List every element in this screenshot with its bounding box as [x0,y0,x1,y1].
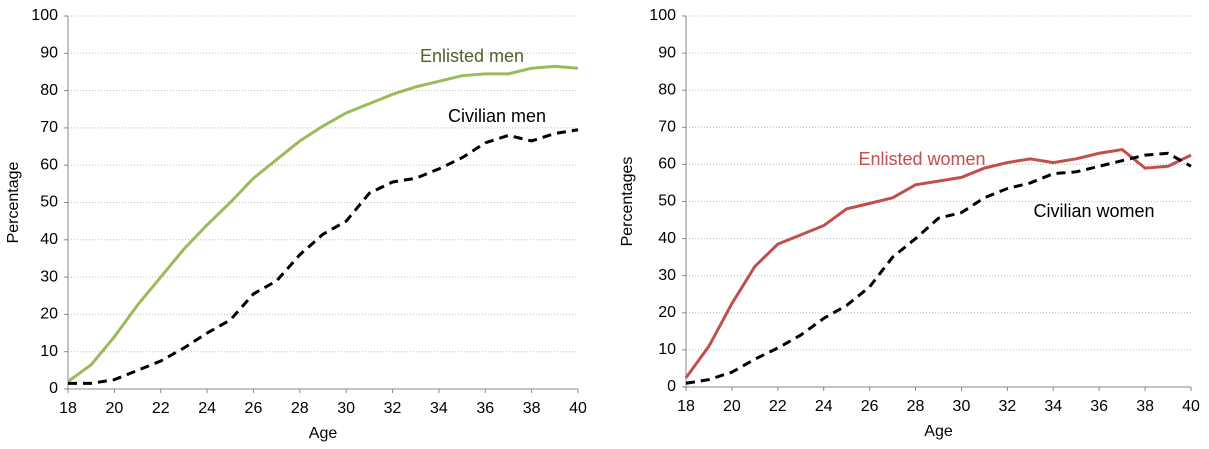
x-tick-label: 40 [1182,398,1200,415]
y-tick-label: 10 [40,343,58,360]
y-axis-label: Percentages [619,157,636,247]
y-tick-label: 80 [658,81,676,98]
x-tick-label: 30 [337,400,355,417]
y-tick-label: 10 [658,341,676,358]
y-tick-label: 30 [40,268,58,285]
x-tick-label: 34 [1044,398,1062,415]
x-tick-label: 18 [59,400,77,417]
series-label: Civilian men [448,106,546,126]
x-tick-label: 30 [953,398,971,415]
y-tick-label: 30 [658,267,676,284]
x-axis-label: Age [309,425,338,442]
x-tick-label: 36 [1090,398,1108,415]
y-tick-label: 20 [40,306,58,323]
x-tick-label: 22 [152,400,170,417]
y-tick-label: 90 [40,45,58,62]
y-tick-label: 80 [40,82,58,99]
y-tick-label: 20 [658,304,676,321]
x-tick-label: 20 [105,400,123,417]
x-tick-label: 26 [861,398,879,415]
series-label: Civilian women [1033,201,1154,221]
y-tick-label: 70 [658,119,676,136]
y-tick-label: 90 [658,44,676,61]
series-line [685,151,1192,385]
y-tick-label: 40 [658,230,676,247]
x-tick-label: 36 [476,400,494,417]
series-line [67,64,579,383]
y-tick-label: 0 [49,380,58,397]
x-tick-label: 18 [677,398,695,415]
x-tick-label: 32 [998,398,1016,415]
series-label: Enlisted women [858,149,985,169]
x-tick-label: 38 [1136,398,1154,415]
x-axis-label: Age [924,423,953,440]
x-tick-label: 24 [815,398,833,415]
y-tick-label: 50 [40,194,58,211]
series-label: Enlisted men [420,46,524,66]
y-tick-label: 0 [667,378,676,395]
x-tick-label: 20 [723,398,741,415]
y-tick-label: 60 [40,156,58,173]
x-tick-label: 28 [907,398,925,415]
y-tick-label: 40 [40,231,58,248]
x-tick-label: 34 [430,400,448,417]
y-tick-label: 50 [658,193,676,210]
series-line [68,128,579,385]
x-tick-label: 26 [245,400,263,417]
y-tick-label: 70 [40,119,58,136]
y-tick-label: 100 [31,7,58,24]
x-tick-label: 22 [769,398,787,415]
x-tick-label: 32 [384,400,402,417]
y-axis-label: Percentage [5,161,22,243]
x-tick-label: 38 [523,400,541,417]
series-line [684,147,1192,379]
x-tick-label: 24 [198,400,216,417]
x-tick-label: 28 [291,400,309,417]
y-tick-label: 60 [658,156,676,173]
x-tick-label: 40 [569,400,587,417]
y-tick-label: 100 [649,7,676,24]
